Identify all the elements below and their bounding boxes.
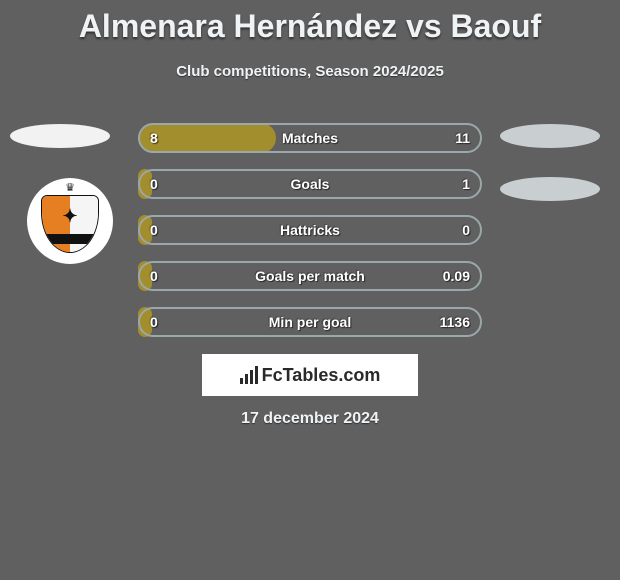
stat-row: 0 0.09 Goals per match — [138, 261, 482, 291]
crown-icon: ♛ — [65, 181, 75, 194]
stat-row: 0 1136 Min per goal — [138, 307, 482, 337]
club-shield-icon: ♛ ✦ — [41, 189, 99, 253]
left-club-ellipse — [10, 124, 110, 148]
stat-label: Matches — [282, 130, 338, 146]
date-label: 17 december 2024 — [0, 410, 620, 428]
stat-value-left: 0 — [150, 268, 158, 284]
stat-label: Min per goal — [269, 314, 351, 330]
stat-value-right: 1 — [462, 176, 470, 192]
stat-row: 8 11 Matches — [138, 123, 482, 153]
eagle-icon: ✦ — [62, 206, 77, 227]
stat-value-left: 8 — [150, 130, 158, 146]
subtitle: Club competitions, Season 2024/2025 — [0, 63, 620, 80]
page-title: Almenara Hernández vs Baouf — [0, 0, 620, 45]
stat-value-left: 0 — [150, 222, 158, 238]
fctables-logo: FcTables.com — [202, 354, 418, 396]
stat-value-left: 0 — [150, 176, 158, 192]
bar-chart-icon — [240, 366, 258, 384]
logo-text: FcTables.com — [262, 365, 381, 386]
stat-value-right: 11 — [455, 130, 470, 146]
stat-label: Hattricks — [280, 222, 340, 238]
stat-row: 0 1 Goals — [138, 169, 482, 199]
stats-bars: 8 11 Matches 0 1 Goals 0 0 Hattricks 0 0.09 Goals p… — [138, 123, 482, 353]
stat-value-right: 0.09 — [443, 268, 470, 284]
left-club-badge: ♛ ✦ — [27, 178, 113, 264]
right-club-ellipse-bottom — [500, 177, 600, 201]
stat-value-right: 0 — [462, 222, 470, 238]
stat-row: 0 0 Hattricks — [138, 215, 482, 245]
stat-label: Goals per match — [255, 268, 365, 284]
stat-label: Goals — [291, 176, 330, 192]
right-club-ellipse-top — [500, 124, 600, 148]
stat-value-right: 1136 — [440, 314, 470, 330]
stat-value-left: 0 — [150, 314, 158, 330]
